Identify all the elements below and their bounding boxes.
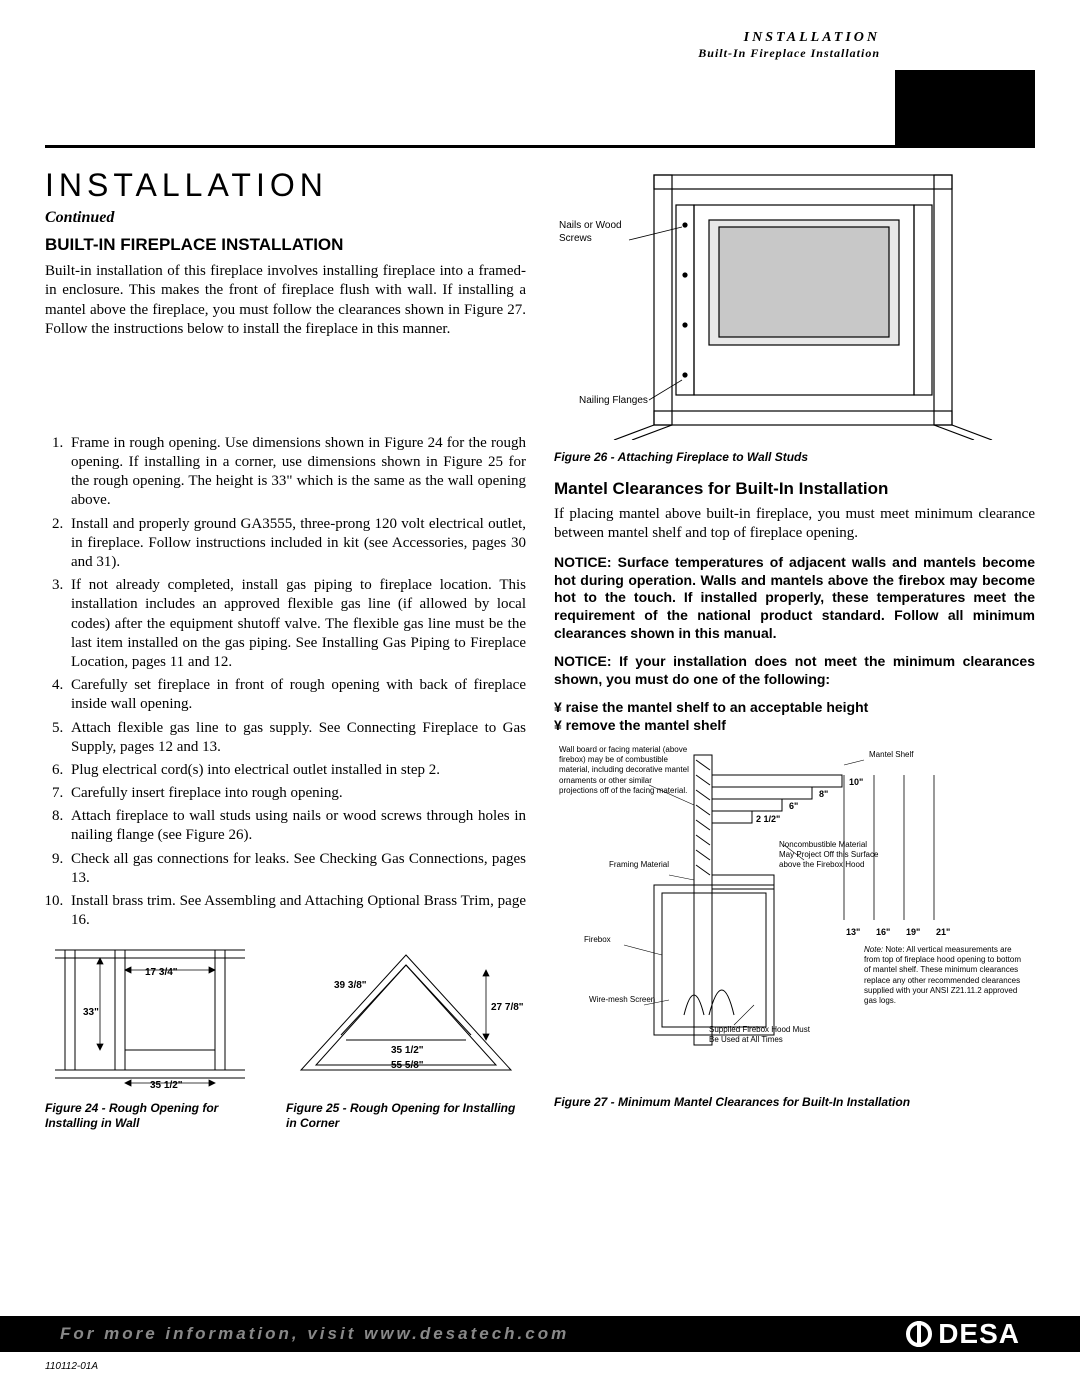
fig27-firebox: Firebox: [584, 935, 644, 945]
section-title: INSTALLATION: [45, 165, 526, 206]
footer-text: For more information, visit www.desatech…: [0, 1324, 906, 1344]
fig24-w: 35 1/2": [150, 1080, 183, 1090]
left-column: INSTALLATION Continued BUILT-IN FIREPLAC…: [45, 165, 526, 1307]
fig24-caption: Figure 24 - Rough Opening for Installing…: [45, 1101, 266, 1132]
fig25-top: 39 3/8": [334, 980, 367, 991]
logo-icon: [906, 1321, 932, 1347]
fig25-mid: 35 1/2": [391, 1045, 424, 1056]
fig27-h1: 16": [876, 927, 890, 937]
footer-logo: DESA: [906, 1318, 1080, 1350]
figure-24: 17 3/4" 33" 35 1/2" Figure 24 - Rough Op…: [45, 940, 266, 1131]
bullet-item: ¥ raise the mantel shelf to an acceptabl…: [554, 699, 1035, 717]
intro-paragraph: Built-in installation of this fireplace …: [45, 262, 526, 339]
header-rule: [45, 145, 1035, 148]
fig27-wallboard: Wall board or facing material (above fir…: [559, 745, 689, 796]
header-title: INSTALLATION: [698, 30, 880, 46]
fig27-h2: 19": [906, 927, 920, 937]
fig27-mesh: Wire-mesh Screen: [589, 995, 659, 1005]
step-item: Carefully set fireplace in front of roug…: [67, 676, 526, 714]
step-item: Plug electrical cord(s) into electrical …: [67, 761, 526, 780]
page-footer: For more information, visit www.desatech…: [0, 1316, 1080, 1352]
fig27-svg: 10" 8" 6" 2 1/2" 13" 16" 19" 21": [554, 745, 1034, 1085]
content-area: INSTALLATION Continued BUILT-IN FIREPLAC…: [45, 165, 1035, 1307]
figure-25: 39 3/8" 27 7/8" 35 1/2" 55 5/8" Figure 2…: [286, 940, 526, 1131]
fig26-label2: Nailing Flanges: [579, 395, 659, 408]
step-item: Attach flexible gas line to gas supply. …: [67, 719, 526, 757]
fig24-svg: 17 3/4" 33" 35 1/2": [45, 940, 265, 1090]
step-item: Install and properly ground GA3555, thre…: [67, 515, 526, 573]
step-item: Install brass trim. See Assembling and A…: [67, 892, 526, 930]
mantel-subhead: Mantel Clearances for Built-In Installat…: [554, 478, 1035, 500]
notice-1: NOTICE: Surface temperatures of adjacent…: [554, 554, 1035, 644]
step-item: If not already completed, install gas pi…: [67, 576, 526, 672]
fig27-noncombust: Noncombustible Material May Project Off …: [779, 840, 879, 871]
fig27-framing: Framing Material: [609, 860, 679, 870]
subsection-head: BUILT-IN FIREPLACE INSTALLATION: [45, 234, 526, 256]
fig25-svg: 39 3/8" 27 7/8" 35 1/2" 55 5/8": [286, 940, 526, 1090]
step-item: Carefully insert fireplace into rough op…: [67, 784, 526, 803]
fig24-offset: 17 3/4": [145, 967, 178, 978]
fig25-base: 55 5/8": [391, 1060, 424, 1071]
fig27-mantel: Mantel Shelf: [869, 750, 949, 760]
notice-2: NOTICE: If your installation does not me…: [554, 653, 1035, 689]
step-item: Frame in rough opening. Use dimensions s…: [67, 434, 526, 511]
right-column: Nails or Wood Screws Nailing Flanges Fig…: [554, 165, 1035, 1307]
bullet-item: ¥ remove the mantel shelf: [554, 717, 1035, 735]
fig27-v3: 2 1/2": [756, 814, 780, 824]
fig27-caption: Figure 27 - Minimum Mantel Clearances fo…: [554, 1095, 1035, 1110]
step-item: Attach fireplace to wall studs using nai…: [67, 807, 526, 845]
steps-list: Frame in rough opening. Use dimensions s…: [67, 434, 526, 931]
fig27-hood: Supplied Firebox Hood Must Be Used at Al…: [709, 1025, 819, 1045]
mantel-intro: If placing mantel above built-in firepla…: [554, 505, 1035, 543]
fig27-note: Note: Note: All vertical measurements ar…: [864, 945, 1029, 1006]
fig27-h0: 13": [846, 927, 860, 937]
doc-number: 110112-01A: [45, 1361, 98, 1372]
fig25-caption: Figure 25 - Rough Opening for Installing…: [286, 1101, 526, 1132]
fig27-v2: 6": [789, 801, 798, 811]
fig27-v1: 8": [819, 789, 828, 799]
fig27-h3: 21": [936, 927, 950, 937]
fig26-label1: Nails or Wood Screws: [559, 220, 639, 246]
fig26-svg: Nails or Wood Screws Nailing Flanges: [554, 165, 1024, 440]
fig24-h: 33": [83, 1007, 99, 1018]
fig26-caption: Figure 26 - Attaching Fireplace to Wall …: [554, 450, 1035, 465]
fig27-v0: 10": [849, 777, 863, 787]
bullet-list: ¥ raise the mantel shelf to an acceptabl…: [554, 699, 1035, 735]
logo-text: DESA: [938, 1318, 1020, 1350]
page-header-right: INSTALLATION Built-In Fireplace Installa…: [698, 30, 880, 61]
header-block: [895, 70, 1035, 145]
continued-label: Continued: [45, 208, 526, 228]
step-item: Check all gas connections for leaks. See…: [67, 850, 526, 888]
fig25-right: 27 7/8": [491, 1002, 524, 1013]
header-subtitle: Built-In Fireplace Installation: [698, 46, 880, 61]
figure-row: 17 3/4" 33" 35 1/2" Figure 24 - Rough Op…: [45, 940, 526, 1131]
